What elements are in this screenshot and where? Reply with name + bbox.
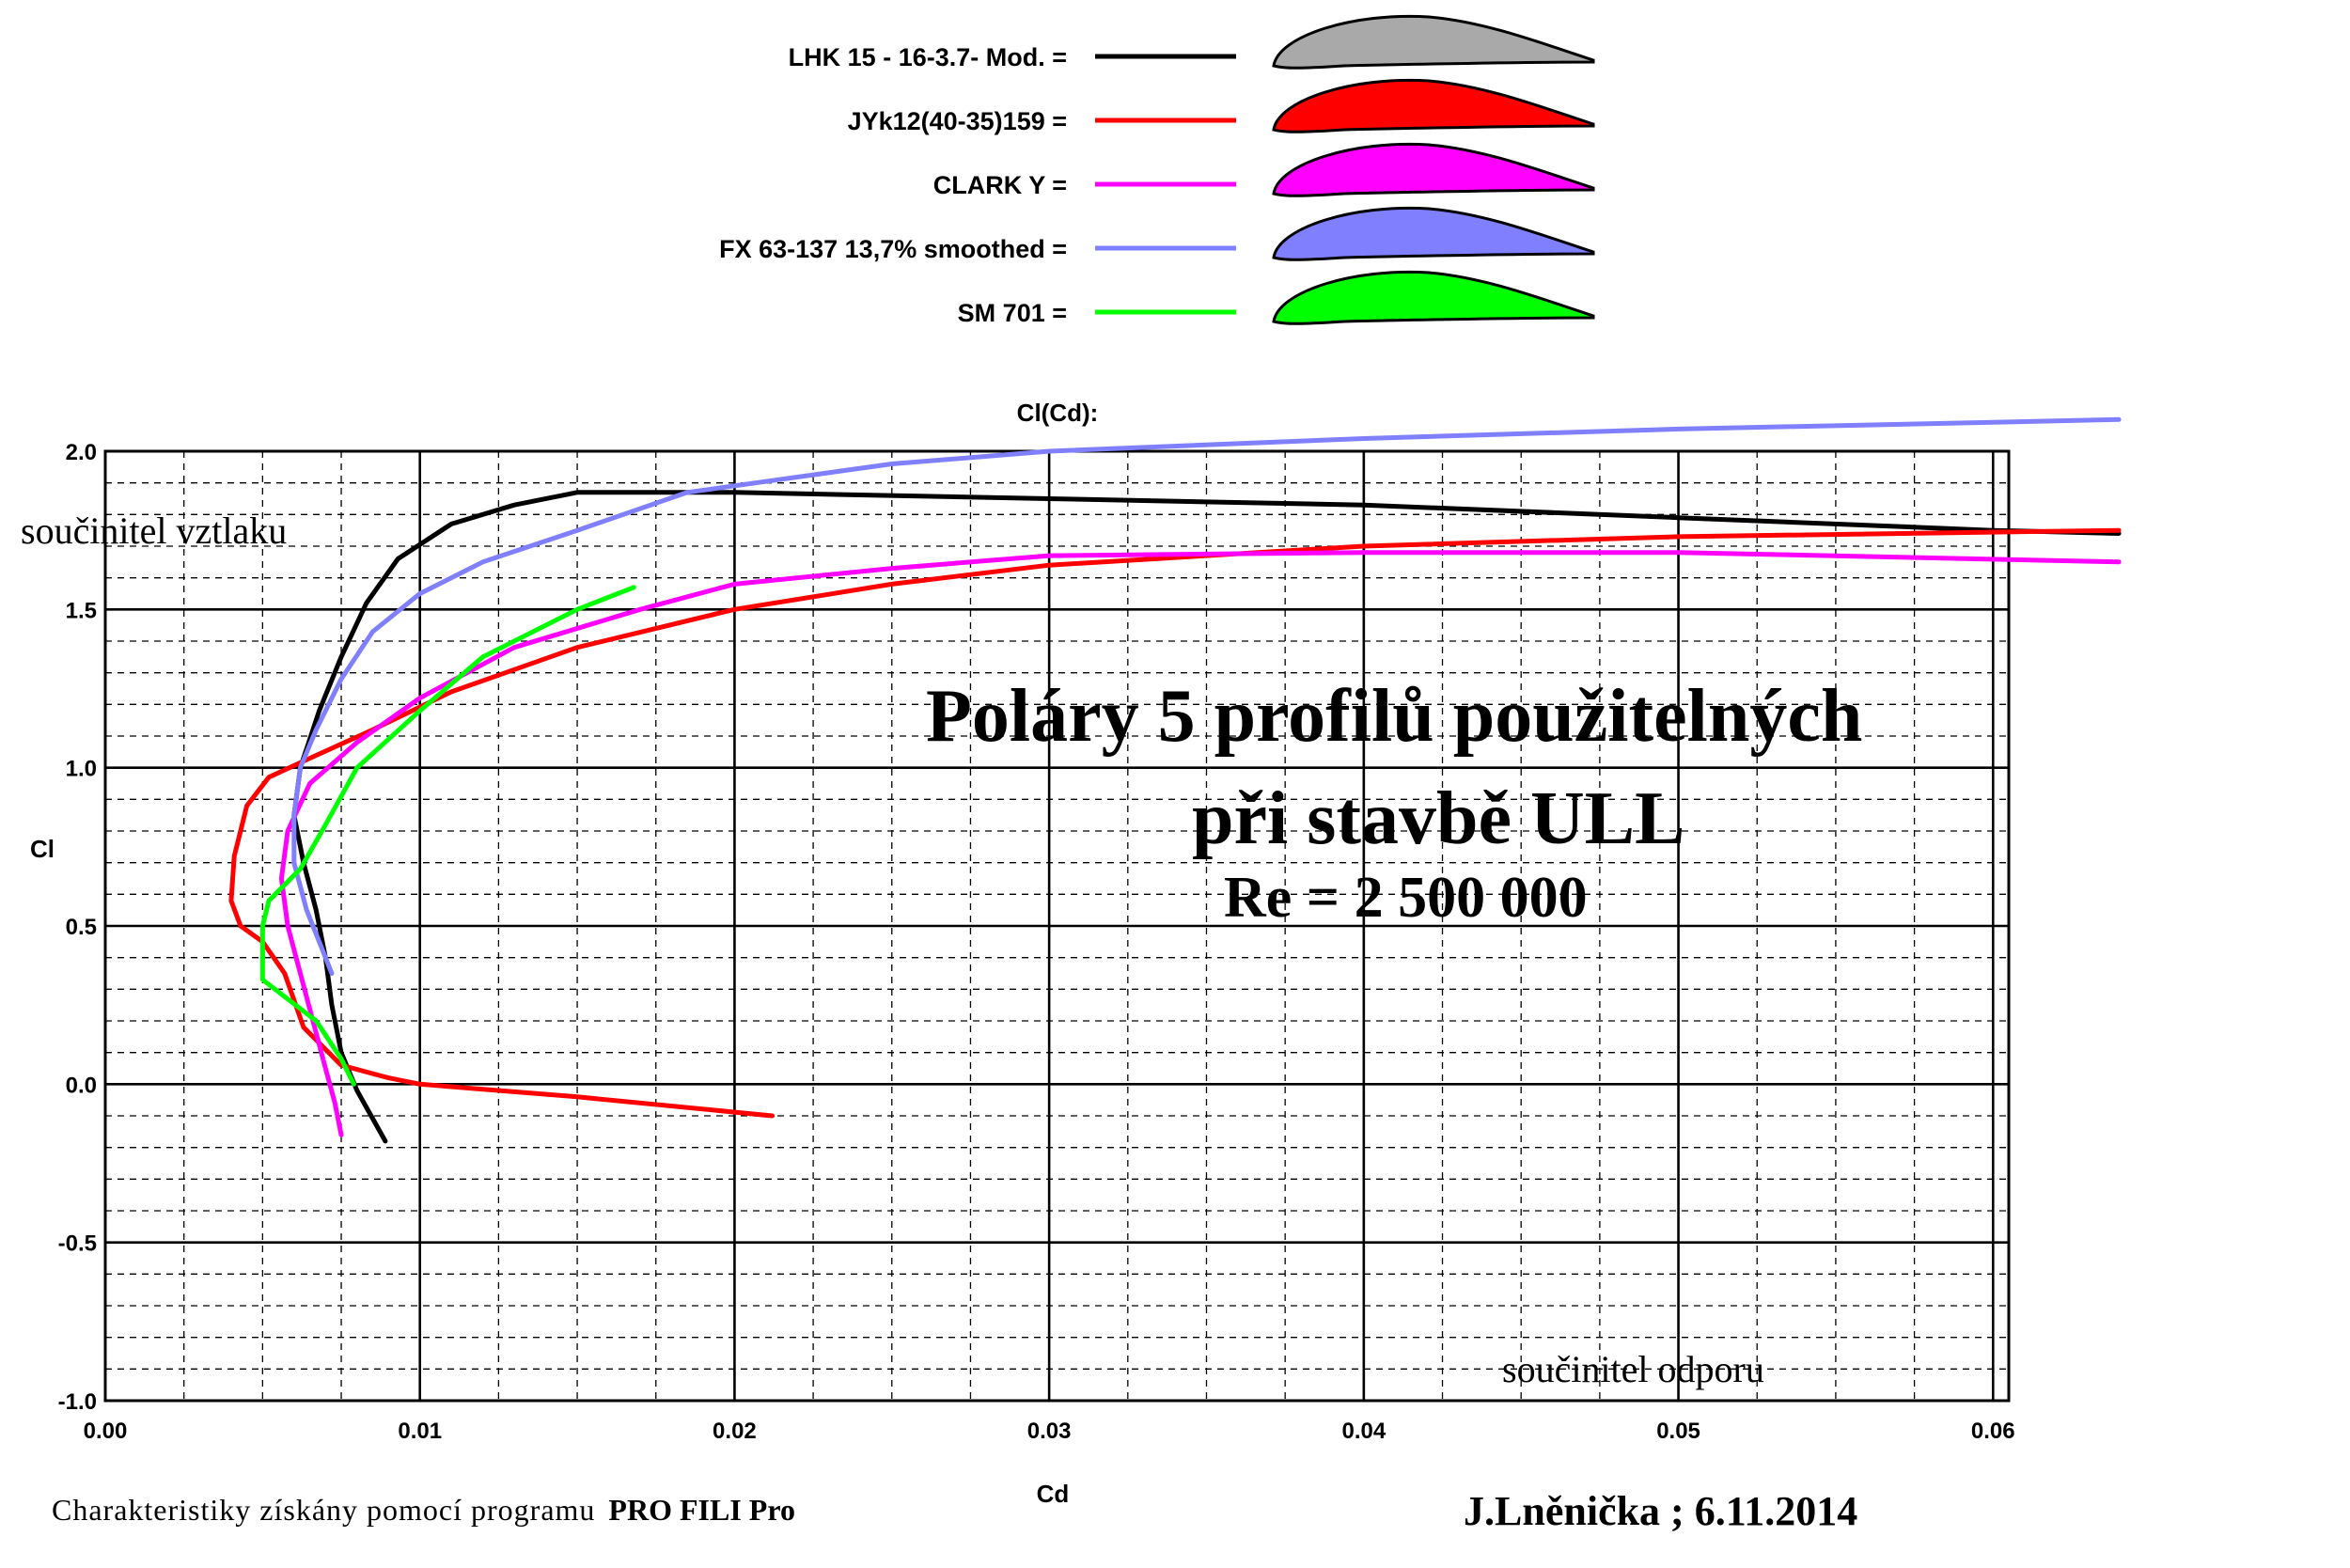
y-tick-label: 0.0 bbox=[66, 1073, 97, 1098]
y-tick-label: -1.0 bbox=[58, 1389, 97, 1415]
airfoil-shape bbox=[1274, 16, 1593, 68]
footer-program: PRO FILI Pro bbox=[608, 1493, 795, 1527]
legend-label-4: FX 63-137 13,7% smoothed = bbox=[719, 235, 1067, 263]
legend-profile-4 bbox=[1274, 208, 1593, 259]
lift-coefficient-note: součinitel vztlaku bbox=[21, 510, 287, 552]
airfoil-shape bbox=[1274, 208, 1593, 259]
legend-profile-2 bbox=[1274, 80, 1593, 132]
x-tick-label: 0.03 bbox=[1027, 1419, 1072, 1444]
x-tick-label: 0.01 bbox=[398, 1419, 442, 1444]
x-tick-label: 0.05 bbox=[1656, 1419, 1700, 1444]
y-tick-label: 1.5 bbox=[66, 598, 97, 623]
y-tick-label: 0.5 bbox=[66, 915, 97, 940]
footer-prefix: Charakteristiky získány pomocí programu bbox=[52, 1493, 595, 1527]
y-tick-label: -0.5 bbox=[58, 1231, 97, 1257]
tick-labels: 0.00 0.01 0.02 0.03 0.04 0.05 0.06 2.0 1.5 1.0 0.5… bbox=[58, 440, 2015, 1444]
x-tick-label: 0.02 bbox=[713, 1419, 757, 1444]
x-tick-label: 0.00 bbox=[84, 1419, 128, 1444]
y-tick-label: 1.0 bbox=[66, 757, 97, 782]
airfoil-shape bbox=[1274, 80, 1593, 132]
legend: LHK 15 - 16-3.7- Mod. = JYk12(40-35)159 =… bbox=[719, 16, 1593, 327]
legend-profile-1 bbox=[1274, 16, 1593, 68]
legend-label-5: SM 701 = bbox=[958, 299, 1067, 327]
airfoil-shape bbox=[1274, 144, 1593, 196]
footer-note: Charakteristiky získány pomocí programu … bbox=[52, 1493, 795, 1527]
x-tick-label: 0.04 bbox=[1341, 1419, 1386, 1444]
legend-profile-3 bbox=[1274, 144, 1593, 196]
grid bbox=[105, 451, 2009, 1401]
chart-title: Cl(Cd): bbox=[1017, 399, 1099, 427]
y-tick-label: 2.0 bbox=[66, 440, 97, 465]
main-title-line2: při stavbě ULL bbox=[1192, 777, 1685, 860]
legend-label-1: LHK 15 - 16-3.7- Mod. = bbox=[789, 43, 1067, 71]
y-axis-label: Cl bbox=[30, 835, 55, 863]
reynolds-number: Re = 2 500 000 bbox=[1224, 866, 1588, 930]
legend-label-2: JYk12(40-35)159 = bbox=[848, 107, 1067, 135]
legend-profile-5 bbox=[1274, 272, 1593, 323]
legend-label-3: CLARK Y = bbox=[933, 171, 1067, 199]
drag-coefficient-note: součinitel odporu bbox=[1502, 1348, 1764, 1390]
polar-chart: LHK 15 - 16-3.7- Mod. = JYk12(40-35)159 =… bbox=[0, 0, 2350, 1568]
x-axis-label: Cd bbox=[1037, 1480, 1070, 1508]
series-line-5 bbox=[262, 588, 634, 1085]
author-date: J.Lněnička ; 6.11.2014 bbox=[1464, 1488, 1857, 1534]
main-title-line1: Poláry 5 profilů použitelných bbox=[926, 675, 1862, 758]
airfoil-shape bbox=[1274, 272, 1593, 323]
x-tick-label: 0.06 bbox=[1971, 1419, 2015, 1444]
